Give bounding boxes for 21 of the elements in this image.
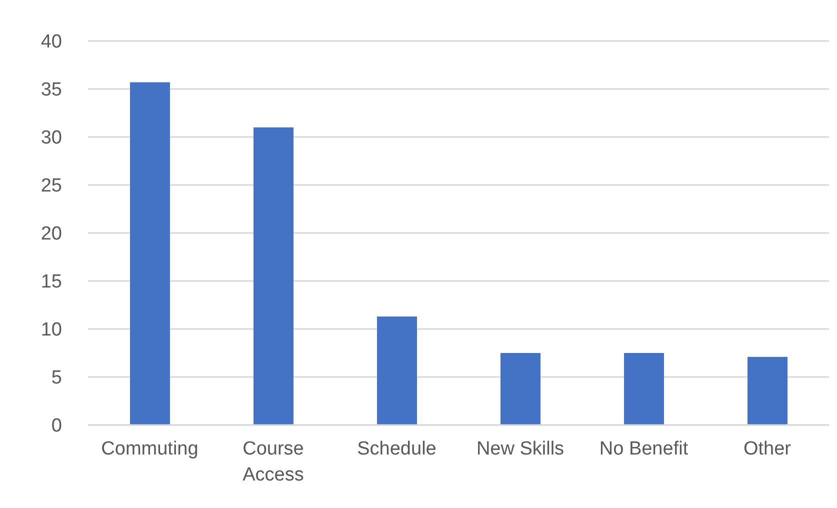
bar bbox=[500, 353, 540, 425]
x-tick-label: Commuting bbox=[101, 438, 198, 460]
x-tick-label: Other bbox=[743, 438, 792, 460]
bar bbox=[624, 353, 664, 425]
y-tick-label: 25 bbox=[40, 176, 62, 197]
bar bbox=[377, 316, 417, 425]
y-tick-label: 40 bbox=[40, 32, 62, 53]
y-tick-label: 30 bbox=[40, 128, 62, 149]
x-tick-label: No Benefit bbox=[599, 438, 689, 460]
y-tick-label: 20 bbox=[40, 224, 62, 245]
y-tick-label: 10 bbox=[40, 320, 62, 341]
bar bbox=[748, 356, 788, 425]
bar bbox=[254, 127, 294, 425]
x-tick-label: Course Access bbox=[242, 438, 304, 486]
y-tick-label: 15 bbox=[40, 272, 62, 293]
y-tick-label: 0 bbox=[51, 416, 62, 437]
y-tick-label: 5 bbox=[51, 368, 62, 389]
x-tick-label: New Skills bbox=[476, 438, 564, 460]
x-tick-label: Schedule bbox=[357, 438, 436, 460]
y-tick-label: 35 bbox=[40, 80, 62, 101]
bar bbox=[130, 82, 170, 425]
